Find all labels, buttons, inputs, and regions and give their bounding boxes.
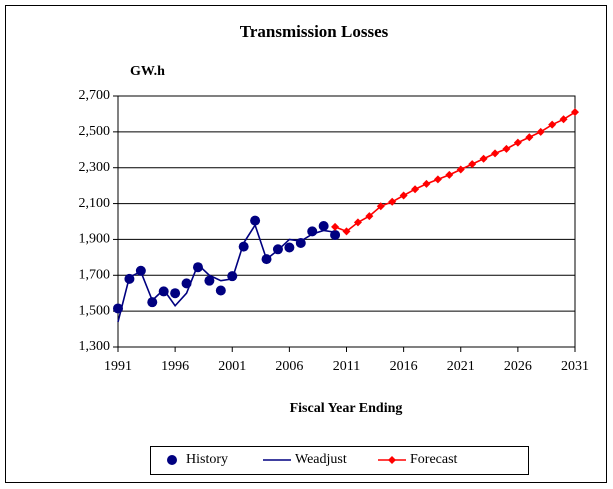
marker (399, 191, 408, 200)
x-tick-label: 2006 (275, 359, 303, 374)
marker (491, 149, 500, 158)
marker (468, 160, 477, 169)
chart-title: Transmission Losses (240, 22, 389, 41)
marker (376, 202, 385, 211)
marker (365, 212, 374, 221)
marker (571, 108, 579, 117)
marker (388, 197, 397, 206)
y-tick-label: 2,100 (79, 196, 111, 211)
y-tick-label: 1,700 (79, 268, 111, 283)
y-tick-label: 1,500 (79, 303, 111, 318)
marker (167, 455, 177, 465)
x-tick-label: 1991 (104, 359, 132, 374)
marker (204, 275, 215, 286)
x-tick-label: 2016 (390, 359, 418, 374)
marker (525, 133, 534, 142)
marker (422, 179, 431, 188)
x-tick-label: 1996 (161, 359, 189, 374)
marker (445, 170, 454, 179)
marker (342, 227, 351, 236)
marker (135, 265, 146, 276)
y-tick-label: 1,300 (79, 339, 111, 354)
legend-label: Weadjust (295, 452, 347, 467)
marker (250, 215, 261, 226)
series-line (334, 111, 576, 233)
marker (331, 222, 340, 231)
marker (559, 115, 568, 124)
x-tick-label: 2026 (504, 359, 532, 374)
marker (433, 175, 442, 184)
y-axis-label: GW.h (130, 64, 165, 79)
marker (215, 285, 226, 296)
x-tick-label: 2021 (447, 359, 475, 374)
marker (353, 218, 362, 227)
series-line (117, 223, 336, 323)
marker (536, 127, 545, 136)
legend-label: Forecast (410, 452, 458, 467)
y-tick-label: 2,500 (79, 124, 111, 139)
x-tick-label: 2001 (218, 359, 246, 374)
marker (456, 165, 465, 174)
marker (388, 456, 396, 464)
x-tick-label: 2031 (561, 359, 589, 374)
marker (513, 138, 522, 147)
legend-label: History (186, 452, 228, 467)
y-tick-label: 1,900 (79, 232, 111, 247)
y-tick-label: 2,300 (79, 160, 111, 175)
marker (284, 242, 295, 253)
marker (548, 120, 557, 129)
marker (502, 144, 511, 153)
marker (411, 185, 420, 194)
marker (318, 220, 329, 231)
marker (170, 288, 181, 299)
y-tick-label: 2,700 (79, 88, 111, 103)
plot-area (117, 95, 576, 348)
legend-box (150, 446, 529, 475)
x-axis-label: Fiscal Year Ending (290, 401, 403, 416)
marker (479, 154, 488, 163)
x-tick-label: 2011 (333, 359, 360, 374)
marker (147, 297, 158, 308)
